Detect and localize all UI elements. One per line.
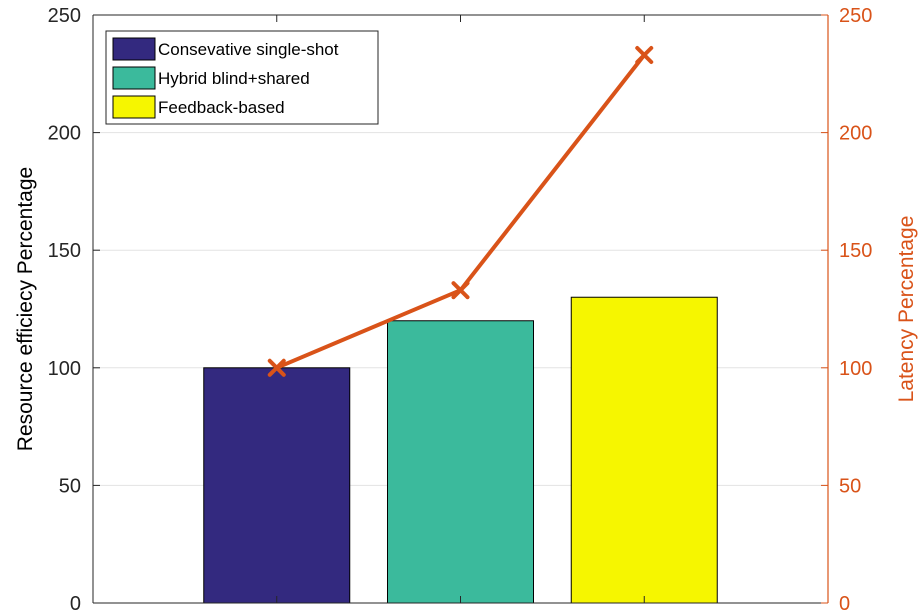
y-tick-label: 150 (48, 240, 81, 262)
y2-tick-label: 200 (839, 123, 872, 145)
y-axis-label: Resource efficiecy Percentage (14, 167, 37, 451)
bar (203, 367, 351, 604)
y-tick-label: 50 (59, 475, 81, 497)
latency-marker-stroke (451, 281, 470, 300)
legend-label-2: Feedback-based (158, 98, 285, 117)
y-tick-label: 100 (48, 358, 81, 380)
latency-series (267, 45, 654, 377)
latency-point (451, 281, 470, 300)
y2-tick-label: 150 (839, 240, 872, 262)
legend-swatch-2 (112, 95, 156, 119)
y-tick-label: 0 (70, 593, 81, 612)
y-tick-label: 250 (48, 5, 81, 27)
latency-point (267, 358, 286, 377)
legend-swatch-1 (112, 66, 156, 90)
legend-label-0: Consevative single-shot (158, 40, 339, 59)
latency-point (635, 45, 654, 64)
legend: Consevative single-shot Hybrid blind+sha… (105, 30, 379, 125)
axes: 0 50 100 150 200 250 0 50 100 150 200 250 Resource e… (14, 5, 918, 612)
y2-tick-label: 100 (839, 358, 872, 380)
y2-tick-label: 250 (839, 5, 872, 27)
bar (387, 320, 534, 604)
latency-marker-stroke (267, 358, 286, 377)
legend-label-1: Hybrid blind+shared (158, 69, 310, 88)
y2-tick-label: 0 (839, 593, 850, 612)
y2-axis-label: Latency Percentage (895, 216, 918, 403)
y2-tick-label: 50 (839, 475, 861, 497)
bar-series (203, 296, 718, 604)
y-tick-label: 200 (48, 123, 81, 145)
latency-marker-stroke (635, 45, 654, 64)
bar (570, 296, 718, 604)
legend-swatch-0 (112, 37, 156, 61)
